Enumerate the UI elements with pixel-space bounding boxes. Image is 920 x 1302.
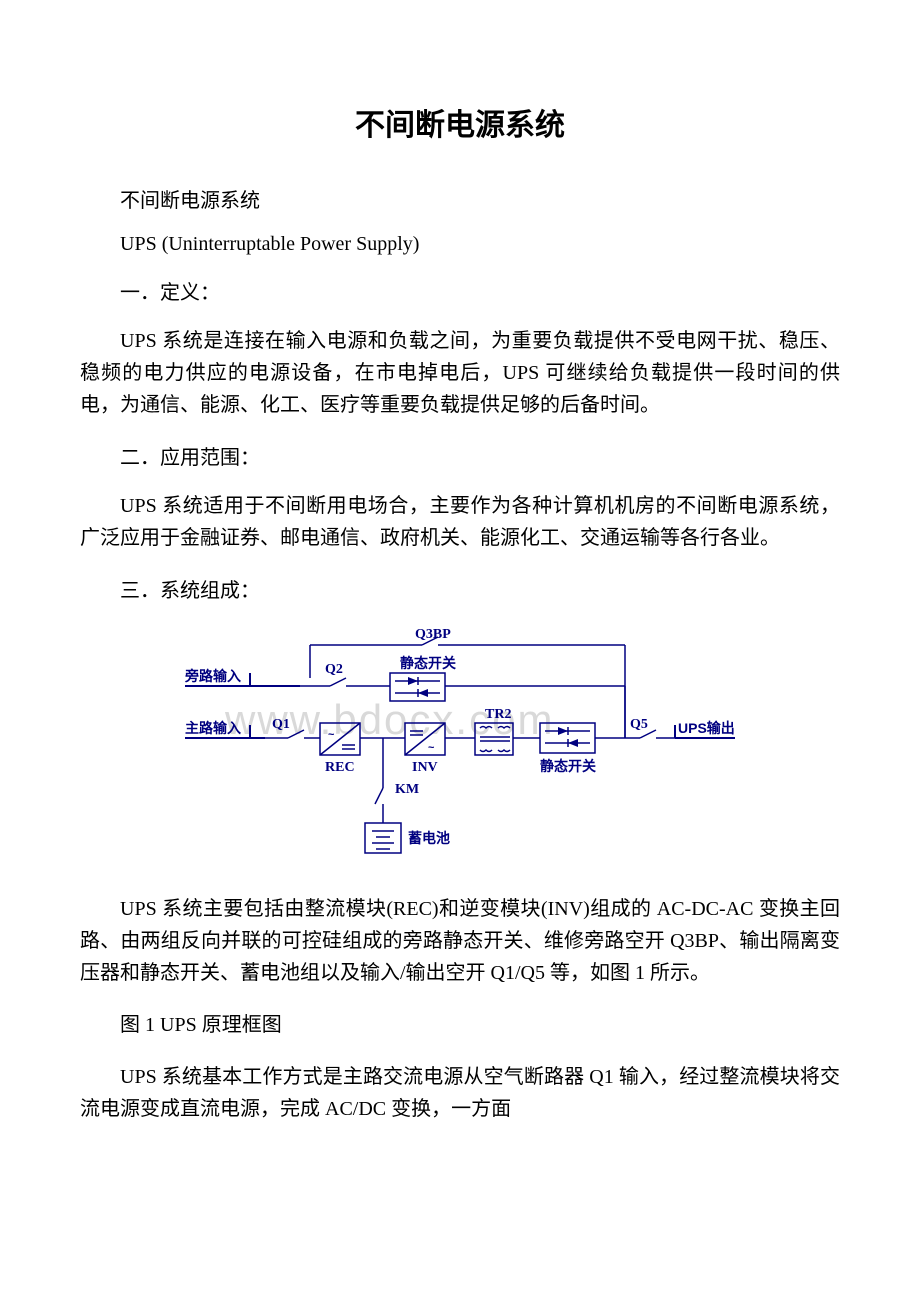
label-tr2: TR2 xyxy=(485,707,511,722)
section-1-heading: 一．定义： xyxy=(80,276,840,305)
label-inv: INV xyxy=(412,760,438,775)
figure-caption: 图 1 UPS 原理框图 xyxy=(80,1009,840,1041)
english-title: UPS (Uninterruptable Power Supply) xyxy=(80,233,840,256)
label-rec: REC xyxy=(325,760,355,775)
label-static-switch-bottom: 静态开关 xyxy=(540,758,596,774)
label-q2: Q2 xyxy=(325,662,343,677)
label-ups-output: UPS输出 xyxy=(678,720,735,736)
label-main-input: 主路输入 xyxy=(185,720,241,736)
label-battery: 蓄电池 xyxy=(408,830,450,846)
ups-block-diagram: Q3BP 旁路输入 Q2 静态开关 xyxy=(180,623,740,863)
section-3-heading: 三．系统组成： xyxy=(80,574,840,603)
main-title: 不间断电源系统 xyxy=(80,100,840,144)
label-q5: Q5 xyxy=(630,717,648,732)
label-bypass-input: 旁路输入 xyxy=(184,668,241,684)
section-3-body-2: UPS 系统基本工作方式是主路交流电源从空气断路器 Q1 输入，经过整流模块将交… xyxy=(80,1061,840,1125)
label-km: KM xyxy=(395,782,419,797)
section-2-body: UPS 系统适用于不间断用电场合，主要作为各种计算机机房的不间断电源系统，广泛应… xyxy=(80,490,840,554)
section-1-body: UPS 系统是连接在输入电源和负载之间，为重要负载提供不受电网干扰、稳压、稳频的… xyxy=(80,325,840,421)
section-2-heading: 二．应用范围： xyxy=(80,441,840,470)
subtitle: 不间断电源系统 xyxy=(80,184,840,213)
rec-tilde: ~ xyxy=(328,729,335,741)
inv-tilde: ~ xyxy=(428,742,435,754)
section-3-body: UPS 系统主要包括由整流模块(REC)和逆变模块(INV)组成的 AC-DC-… xyxy=(80,893,840,989)
ups-diagram-container: Q3BP 旁路输入 Q2 静态开关 xyxy=(80,623,840,863)
label-static-switch-top: 静态开关 xyxy=(400,655,456,671)
document-content: 不间断电源系统 不间断电源系统 UPS (Uninterruptable Pow… xyxy=(80,100,840,1125)
label-q1: Q1 xyxy=(272,717,290,732)
